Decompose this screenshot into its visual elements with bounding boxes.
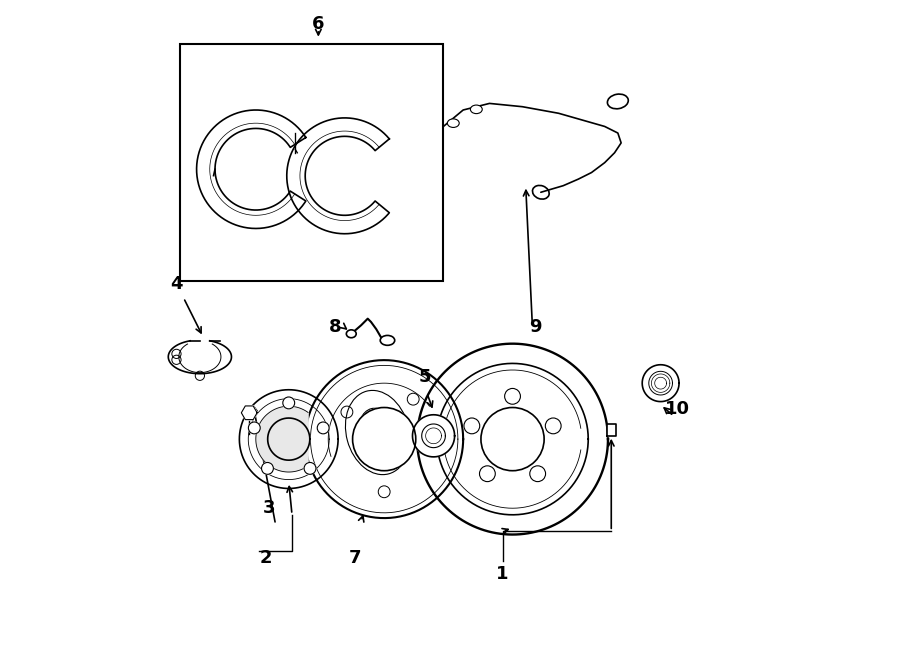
- Circle shape: [545, 418, 561, 434]
- Text: 9: 9: [529, 318, 542, 336]
- Polygon shape: [643, 365, 680, 402]
- Text: 4: 4: [171, 276, 183, 293]
- Text: 8: 8: [328, 318, 341, 336]
- Ellipse shape: [380, 335, 395, 345]
- Ellipse shape: [471, 105, 482, 114]
- Polygon shape: [287, 118, 390, 234]
- Circle shape: [480, 466, 495, 482]
- Polygon shape: [241, 406, 257, 420]
- Circle shape: [353, 408, 416, 471]
- Polygon shape: [249, 406, 257, 412]
- Polygon shape: [196, 110, 306, 229]
- Text: 3: 3: [263, 499, 275, 517]
- Text: 2: 2: [259, 549, 272, 566]
- Polygon shape: [412, 414, 454, 457]
- Text: 1: 1: [497, 565, 508, 583]
- Circle shape: [283, 397, 294, 408]
- Polygon shape: [246, 412, 253, 420]
- Circle shape: [530, 466, 545, 482]
- Circle shape: [481, 408, 544, 471]
- Polygon shape: [241, 412, 249, 420]
- Circle shape: [262, 463, 274, 475]
- Polygon shape: [239, 390, 338, 488]
- Text: 7: 7: [348, 549, 361, 566]
- Polygon shape: [249, 412, 257, 420]
- Bar: [180, 44, 444, 281]
- Polygon shape: [267, 418, 310, 460]
- Circle shape: [304, 463, 316, 475]
- Circle shape: [505, 389, 520, 405]
- Text: 10: 10: [664, 401, 689, 418]
- Text: 6: 6: [312, 15, 325, 34]
- Text: 5: 5: [418, 368, 431, 385]
- Polygon shape: [305, 360, 464, 518]
- Polygon shape: [256, 407, 308, 472]
- Circle shape: [464, 418, 480, 434]
- Ellipse shape: [447, 119, 459, 128]
- Polygon shape: [249, 406, 257, 412]
- Ellipse shape: [346, 330, 356, 338]
- Polygon shape: [417, 344, 608, 535]
- Polygon shape: [607, 424, 616, 436]
- Circle shape: [248, 422, 260, 434]
- Circle shape: [317, 422, 329, 434]
- Polygon shape: [241, 406, 249, 412]
- Polygon shape: [246, 406, 253, 412]
